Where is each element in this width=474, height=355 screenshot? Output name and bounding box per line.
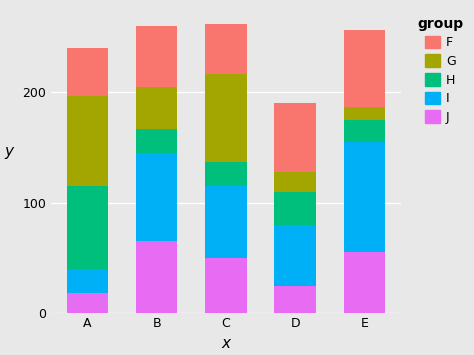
- Bar: [274, 103, 316, 172]
- Bar: [205, 74, 247, 162]
- Bar: [66, 269, 108, 293]
- Bar: [205, 162, 247, 186]
- Bar: [344, 120, 385, 142]
- Bar: [136, 129, 177, 153]
- Bar: [274, 192, 316, 225]
- X-axis label: x: x: [221, 336, 230, 351]
- Bar: [344, 107, 385, 120]
- Bar: [274, 225, 316, 285]
- Bar: [344, 29, 385, 107]
- Bar: [344, 252, 385, 313]
- Bar: [136, 87, 177, 129]
- Y-axis label: y: y: [4, 144, 13, 159]
- Bar: [136, 26, 177, 87]
- Bar: [344, 142, 385, 252]
- Bar: [66, 186, 108, 269]
- Bar: [136, 153, 177, 241]
- Bar: [205, 24, 247, 74]
- Bar: [274, 172, 316, 192]
- Legend: F, G, H, I, J: F, G, H, I, J: [411, 10, 470, 130]
- Bar: [205, 186, 247, 258]
- Bar: [205, 258, 247, 313]
- Bar: [274, 285, 316, 313]
- Bar: [66, 293, 108, 313]
- Bar: [66, 48, 108, 96]
- Bar: [136, 241, 177, 313]
- Bar: [66, 96, 108, 186]
